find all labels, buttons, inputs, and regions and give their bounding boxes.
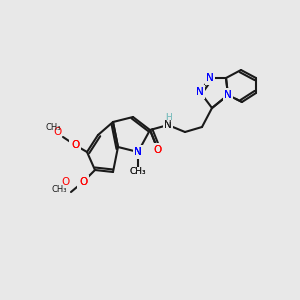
Text: N: N [164, 120, 172, 130]
Text: N: N [196, 87, 204, 97]
Text: O: O [62, 177, 70, 187]
Text: O: O [79, 177, 87, 187]
Text: N: N [224, 90, 232, 100]
Text: CH₃: CH₃ [52, 185, 68, 194]
Text: H: H [165, 112, 171, 122]
Text: CH₃: CH₃ [130, 167, 146, 176]
Text: N: N [224, 90, 232, 100]
Text: N: N [164, 120, 172, 130]
Text: O: O [154, 145, 162, 155]
Text: O: O [54, 127, 62, 137]
Text: O: O [71, 140, 79, 150]
Text: O: O [79, 177, 87, 187]
Text: N: N [134, 147, 142, 157]
Text: O: O [154, 145, 162, 155]
Text: CH₃: CH₃ [45, 124, 61, 133]
Text: N: N [196, 87, 204, 97]
Text: N: N [134, 147, 142, 157]
Text: N: N [206, 73, 214, 83]
Text: CH₃: CH₃ [130, 167, 146, 176]
Text: N: N [134, 147, 142, 157]
Text: H: H [165, 112, 171, 122]
Text: O: O [71, 140, 79, 150]
Text: N: N [206, 73, 214, 83]
